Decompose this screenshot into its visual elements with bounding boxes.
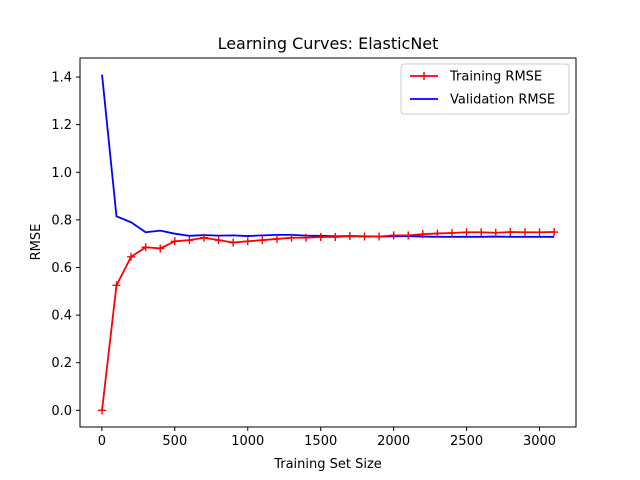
- y-tick-label: 0.8: [51, 213, 72, 228]
- data-point-training: [243, 237, 252, 246]
- data-point-training: [345, 232, 354, 241]
- data-point-training: [316, 233, 325, 242]
- data-point-training: [535, 228, 544, 237]
- x-tick-label: 1000: [231, 434, 264, 449]
- data-point-training: [302, 233, 311, 242]
- series-layer: [98, 74, 559, 415]
- x-axis-ticks: 0 500 1000 1500 2000 2500 3000: [98, 427, 556, 449]
- data-point-training: [433, 229, 442, 238]
- y-tick-label: 1.4: [51, 71, 72, 86]
- series-line-validation: [101, 74, 555, 238]
- x-tick-label: 2500: [450, 434, 483, 449]
- data-point-training: [98, 406, 107, 415]
- data-point-training: [520, 228, 529, 237]
- y-tick-label: 0.6: [51, 261, 72, 276]
- data-point-training: [375, 232, 384, 241]
- legend: Training RMSE Validation RMSE: [400, 63, 570, 115]
- y-tick-label: 1.0: [51, 166, 72, 181]
- data-point-training: [287, 233, 296, 242]
- legend-box: [400, 63, 570, 115]
- data-point-training: [185, 236, 194, 245]
- series-line-training: [101, 231, 555, 411]
- data-point-training: [229, 238, 238, 247]
- y-tick-label: 0.4: [51, 309, 72, 324]
- data-point-training: [331, 233, 340, 242]
- axes-frame: [79, 57, 577, 428]
- data-point-training: [477, 228, 486, 237]
- y-tick-label: 0.0: [51, 404, 72, 419]
- x-tick-label: 3000: [523, 434, 556, 449]
- y-axis-label: RMSE: [29, 224, 44, 261]
- data-point-training: [506, 228, 515, 237]
- data-point-training: [127, 252, 136, 261]
- legend-marker-training: [420, 72, 428, 80]
- x-axis-label: Training Set Size: [273, 457, 382, 472]
- data-point-training: [418, 230, 427, 239]
- data-point-training: [112, 281, 121, 290]
- legend-label-training: Training RMSE: [449, 70, 542, 85]
- data-point-training: [462, 228, 471, 237]
- data-point-training: [258, 236, 267, 245]
- chart-title: Learning Curves: ElasticNet: [218, 34, 439, 53]
- legend-label-validation: Validation RMSE: [450, 93, 555, 108]
- data-point-training: [214, 236, 223, 245]
- data-point-training: [448, 228, 456, 237]
- data-point-training: [200, 233, 208, 242]
- data-point-training: [170, 237, 179, 246]
- data-point-training: [491, 228, 500, 237]
- x-tick-label: 1500: [304, 434, 337, 449]
- data-point-training: [156, 244, 165, 253]
- y-tick-label: 1.2: [51, 118, 72, 133]
- data-point-training: [404, 231, 413, 240]
- y-tick-label: 0.2: [51, 356, 72, 371]
- data-point-training: [272, 234, 281, 243]
- x-tick-label: 500: [162, 434, 187, 449]
- data-point-training: [360, 232, 369, 241]
- x-tick-label: 0: [98, 434, 106, 449]
- data-point-training: [141, 243, 150, 252]
- y-axis-ticks: 0.0 0.2 0.4 0.6 0.8 1.0 1.2 1.4: [51, 71, 80, 419]
- x-tick-label: 2000: [377, 434, 410, 449]
- data-point-training: [550, 228, 559, 237]
- data-point-training: [389, 231, 398, 240]
